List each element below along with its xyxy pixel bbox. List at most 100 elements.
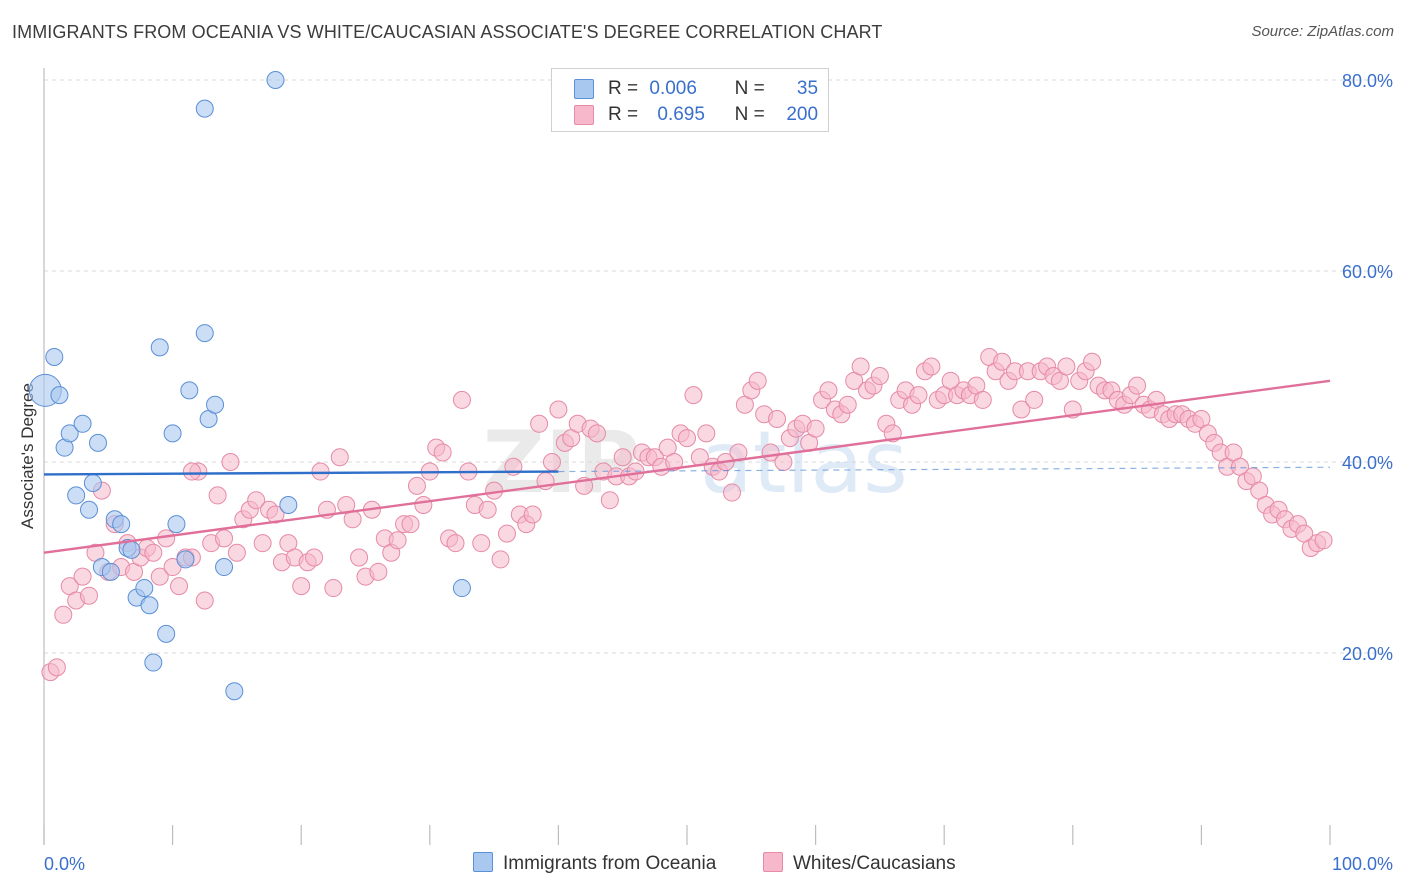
point-whites-caucasians — [452, 390, 471, 409]
point-whites-caucasians — [1083, 352, 1102, 371]
point-whites-caucasians — [838, 395, 857, 414]
point-whites-caucasians — [542, 453, 561, 471]
point-whites-caucasians — [350, 548, 369, 567]
point-whites-caucasians — [472, 534, 491, 553]
point-whites-caucasians — [80, 586, 99, 605]
trend-lines — [43, 379, 1331, 554]
point-whites-caucasians — [182, 462, 201, 481]
point-whites-caucasians — [697, 424, 716, 443]
point-whites-caucasians — [819, 381, 838, 400]
n-label: N = — [734, 104, 765, 125]
n-label: N = — [734, 78, 765, 99]
point-whites-caucasians — [401, 515, 420, 534]
y-tick-label: 80.0% — [1342, 71, 1393, 91]
point-whites-caucasians — [73, 567, 92, 586]
point-immigrants-from-oceania — [140, 596, 159, 615]
point-whites-caucasians — [247, 491, 266, 510]
point-whites-caucasians — [407, 476, 426, 495]
point-whites-caucasians — [369, 562, 388, 581]
r-value-whites: 0.695 — [657, 104, 705, 125]
point-immigrants-from-oceania — [83, 474, 102, 493]
point-whites-caucasians — [305, 548, 324, 567]
trend-line-whites — [43, 379, 1331, 554]
point-whites-caucasians — [227, 543, 246, 562]
point-whites-caucasians — [1057, 357, 1076, 376]
chart-title: IMMIGRANTS FROM OCEANIA VS WHITE/CAUCASI… — [12, 22, 883, 42]
r-value-oceania: 0.006 — [649, 78, 697, 99]
point-whites-caucasians — [1128, 376, 1147, 395]
point-whites-caucasians — [221, 453, 240, 471]
point-immigrants-from-oceania — [67, 486, 86, 505]
point-immigrants-from-oceania — [176, 550, 195, 569]
point-whites-caucasians — [433, 443, 452, 462]
point-whites-caucasians — [292, 577, 311, 596]
point-immigrants-from-oceania — [112, 515, 131, 534]
point-immigrants-from-oceania — [89, 433, 108, 452]
grid-lines — [44, 79, 1392, 654]
point-whites-caucasians — [678, 429, 696, 448]
point-whites-caucasians — [851, 357, 870, 376]
y-tick-label: 60.0% — [1342, 262, 1393, 282]
point-whites-caucasians — [414, 495, 433, 514]
n-value-oceania: 35 — [796, 78, 819, 99]
point-whites-caucasians — [491, 550, 510, 569]
source-label: Source: ZipAtlas.com — [1251, 23, 1394, 40]
legend-swatch-blue — [574, 79, 594, 99]
bottom-legend-oceania: Immigrants from Oceania — [473, 852, 716, 875]
point-whites-caucasians — [1025, 390, 1044, 409]
point-immigrants-from-oceania — [135, 579, 154, 598]
point-whites-caucasians — [215, 529, 234, 548]
point-whites-caucasians — [253, 534, 272, 553]
point-immigrants-from-oceania — [452, 579, 471, 598]
point-immigrants-from-oceania — [73, 414, 92, 433]
point-whites-caucasians — [870, 367, 889, 386]
point-whites-caucasians — [54, 605, 73, 624]
point-whites-caucasians — [549, 400, 568, 419]
series-whites-caucasians — [41, 347, 1333, 682]
r-label: R = — [608, 78, 639, 99]
point-whites-caucasians — [613, 448, 632, 467]
point-whites-caucasians — [748, 371, 767, 390]
point-immigrants-from-oceania — [45, 347, 64, 366]
trend-line-oceania-extension — [558, 466, 1331, 473]
point-whites-caucasians — [723, 483, 742, 502]
point-immigrants-from-oceania — [122, 540, 141, 559]
point-whites-caucasians — [150, 567, 169, 586]
point-immigrants-from-oceania — [80, 500, 99, 519]
axes — [43, 68, 1331, 845]
point-immigrants-from-oceania — [167, 515, 186, 534]
point-whites-caucasians — [446, 534, 465, 553]
bottom-legend-label-whites: Whites/Caucasians — [793, 853, 956, 874]
bottom-legend-swatch-pink — [763, 852, 783, 872]
n-value-whites: 200 — [786, 104, 819, 125]
point-whites-caucasians — [497, 524, 516, 543]
point-whites-caucasians — [909, 386, 928, 405]
point-whites-caucasians — [330, 448, 349, 467]
point-immigrants-from-oceania — [225, 682, 244, 701]
point-immigrants-from-oceania — [150, 338, 169, 357]
point-whites-caucasians — [1012, 400, 1031, 419]
point-whites-caucasians — [1314, 531, 1333, 550]
point-immigrants-from-oceania — [144, 653, 163, 672]
point-immigrants-from-oceania — [195, 324, 214, 343]
point-whites-caucasians — [774, 453, 793, 471]
point-whites-caucasians — [973, 390, 992, 409]
x-tick-label: 100.0% — [1332, 854, 1393, 874]
point-whites-caucasians — [768, 410, 787, 429]
point-immigrants-from-oceania — [266, 71, 285, 89]
point-immigrants-from-oceania — [215, 558, 234, 577]
bottom-legend-swatch-blue — [473, 852, 493, 872]
point-whites-caucasians — [523, 505, 542, 524]
point-whites-caucasians — [170, 577, 189, 596]
point-whites-caucasians — [311, 462, 330, 481]
bottom-legend-whites: Whites/Caucasians — [763, 852, 956, 875]
r-label: R = — [608, 104, 639, 125]
point-whites-caucasians — [266, 505, 285, 524]
tick-labels: 20.0% 40.0% 60.0% 80.0% 0.0% 100.0% — [44, 71, 1393, 874]
trend-line-oceania — [43, 470, 559, 476]
point-immigrants-from-oceania — [195, 99, 214, 118]
point-whites-caucasians — [993, 352, 1012, 371]
bottom-legend-label-oceania: Immigrants from Oceania — [503, 853, 717, 874]
series-immigrants-from-oceania — [28, 71, 471, 701]
